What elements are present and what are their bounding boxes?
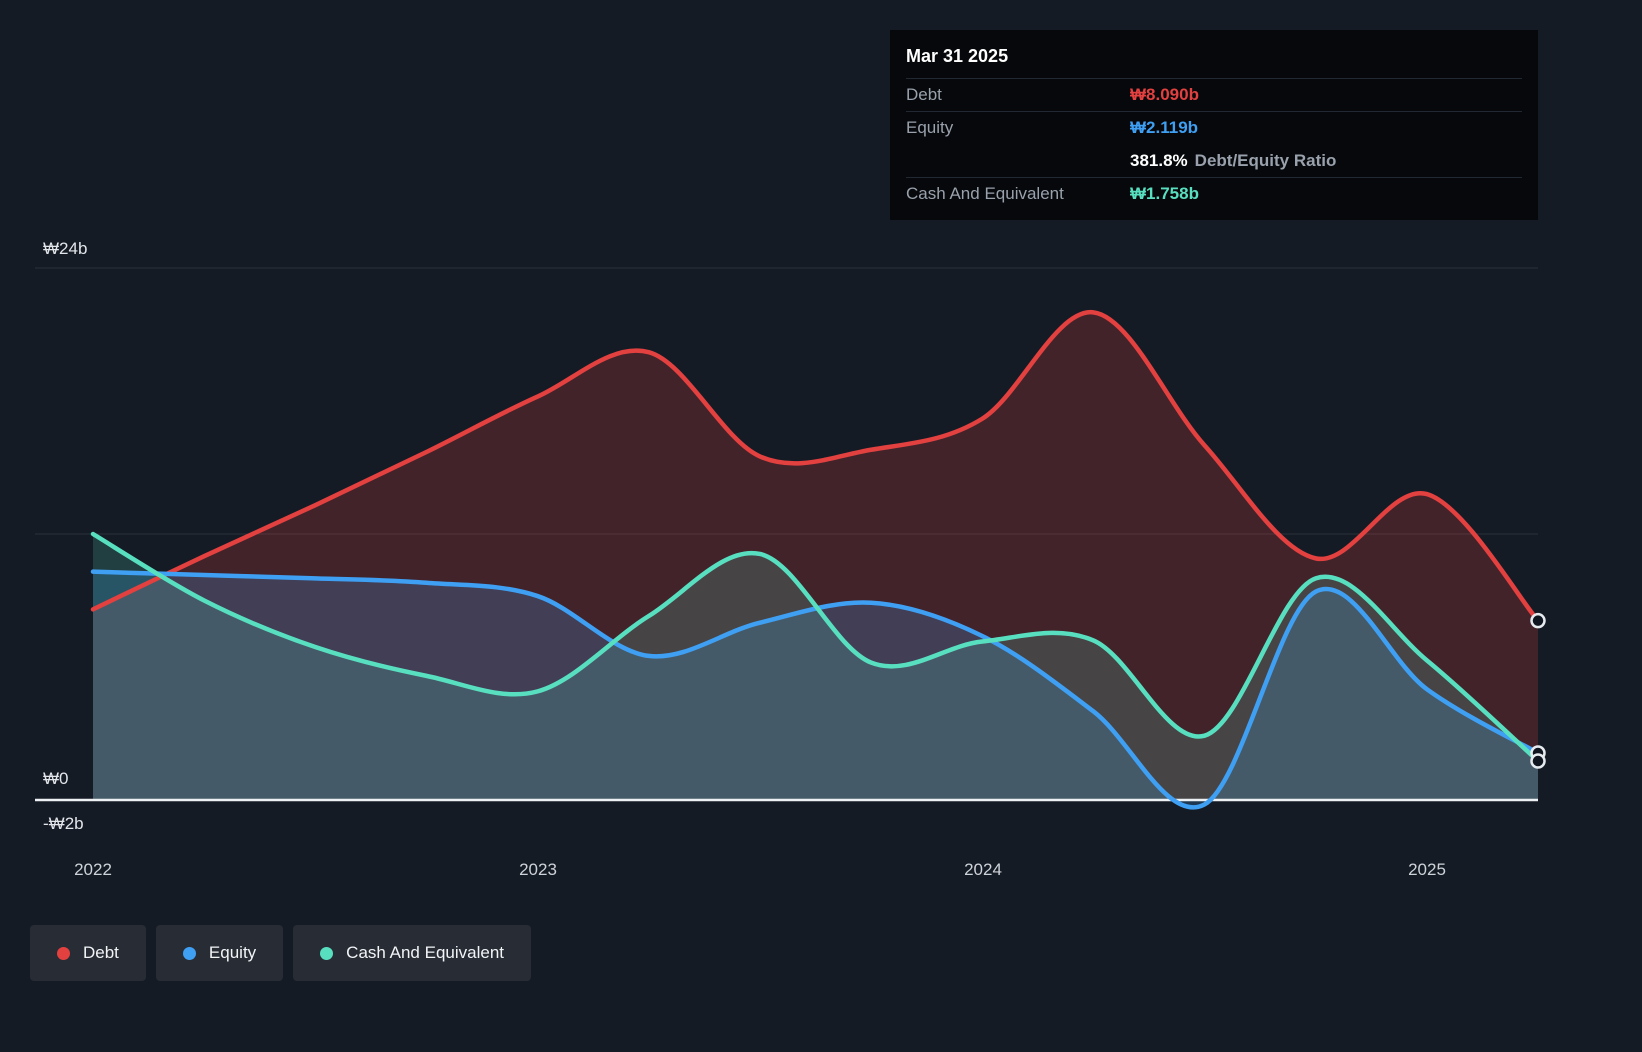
tooltip-row-debt: Debt ₩8.090b xyxy=(906,78,1522,111)
legend-item-equity[interactable]: Equity xyxy=(155,925,284,981)
cash-color-dot xyxy=(320,946,334,960)
x-tick-2024: 2024 xyxy=(964,860,1002,879)
y-axis-label-neg2b: -₩2b xyxy=(43,814,84,833)
legend-debt-label: Debt xyxy=(83,943,119,962)
tooltip-debt-label: Debt xyxy=(906,85,942,104)
debt-color-dot xyxy=(57,946,70,960)
legend-item-debt[interactable]: Debt xyxy=(30,925,146,981)
tooltip-cash-value: ₩1.758b xyxy=(1130,184,1199,203)
tooltip-row-cash: Cash And Equivalent ₩1.758b xyxy=(906,177,1522,210)
y-axis-label-0: ₩0 xyxy=(43,769,69,788)
y-axis-label-24b: ₩24b xyxy=(43,239,88,258)
chart-legend: Debt Equity Cash And Equivalent xyxy=(30,925,532,981)
x-tick-2025: 2025 xyxy=(1408,860,1446,879)
x-tick-2022: 2022 xyxy=(74,860,112,879)
equity-color-dot xyxy=(182,946,196,960)
tooltip-cash-label: Cash And Equivalent xyxy=(906,184,1064,203)
tooltip-ratio-label: Debt/Equity Ratio xyxy=(1194,150,1337,170)
x-tick-2023: 2023 xyxy=(519,860,557,879)
tooltip-equity-label: Equity xyxy=(906,118,954,137)
tooltip-debt-value: ₩8.090b xyxy=(1130,85,1199,104)
legend-equity-label: Equity xyxy=(208,943,257,962)
tooltip-row-equity: Equity ₩2.119b xyxy=(906,111,1522,144)
tooltip-equity-value: ₩2.119b xyxy=(1130,118,1199,137)
tooltip-date: Mar 31 2025 xyxy=(906,46,1009,66)
tooltip-row-ratio: 381.8% Debt/Equity Ratio xyxy=(906,144,1522,177)
legend-item-cash[interactable]: Cash And Equivalent xyxy=(293,925,532,981)
tooltip-ratio-value: 381.8% xyxy=(1130,150,1188,170)
legend-cash-label: Cash And Equivalent xyxy=(346,943,505,962)
chart-tooltip: Mar 31 2025 Debt ₩8.090b Equity ₩2.119b … xyxy=(890,30,1538,220)
